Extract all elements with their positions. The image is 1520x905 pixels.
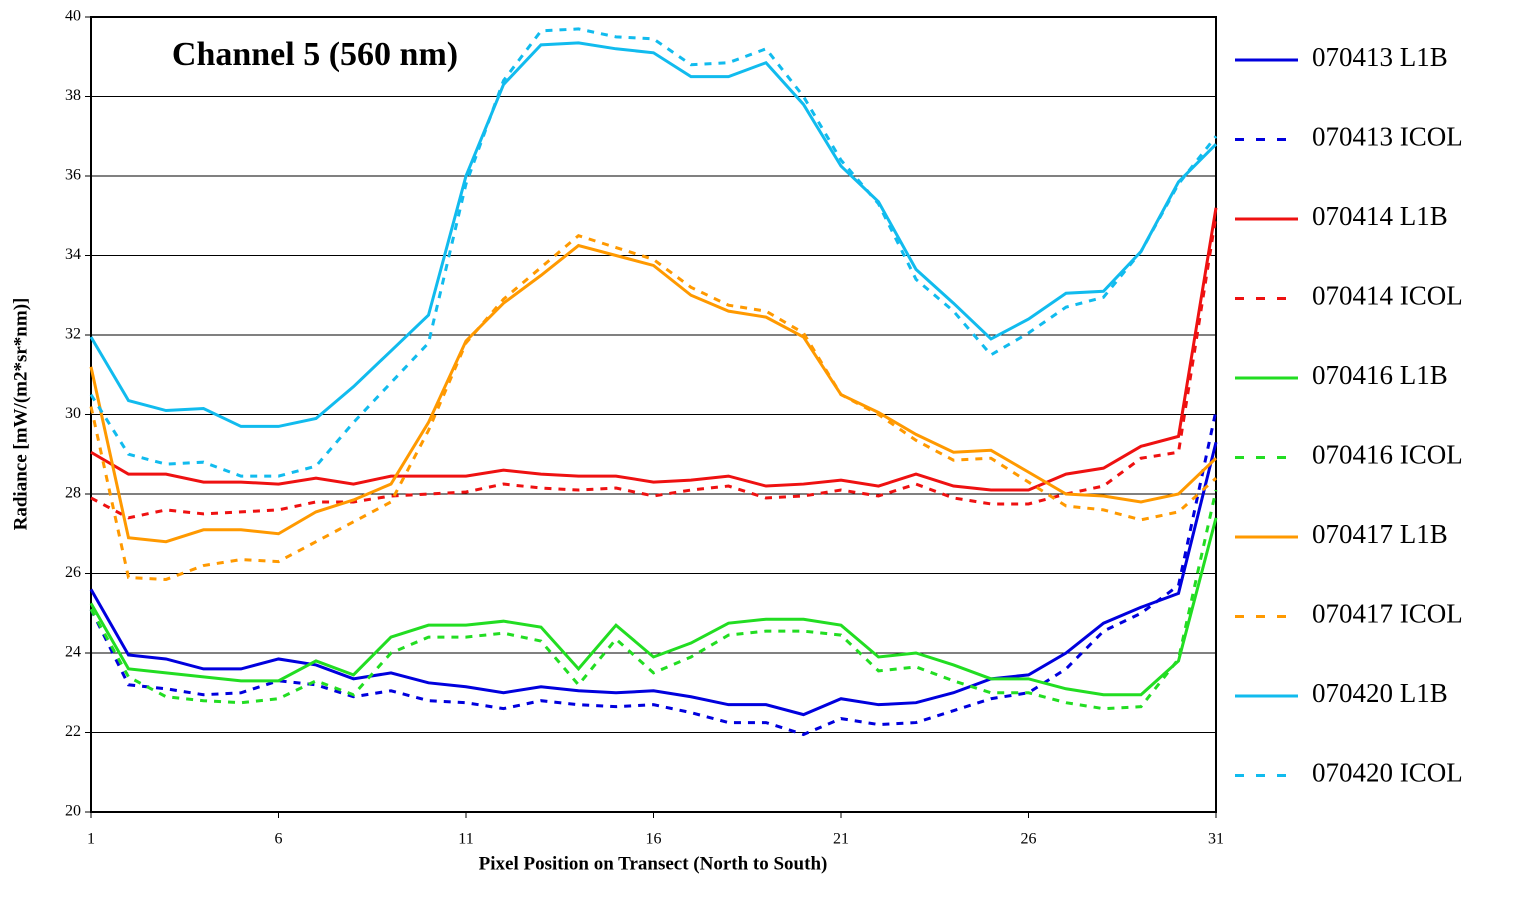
- series-line: [90, 215, 1218, 520]
- x-tick-label: 11: [458, 831, 473, 848]
- y-tick-label: 32: [65, 326, 81, 343]
- legend-label: 070420 ICOL: [1312, 758, 1463, 788]
- chart-title: Channel 5 (560 nm): [172, 36, 458, 73]
- legend-label: 070416 ICOL: [1312, 440, 1463, 470]
- x-tick-label: 26: [1021, 831, 1037, 848]
- y-tick-label: 26: [65, 564, 81, 581]
- y-tick-label: 40: [65, 8, 81, 25]
- x-tick-label: 31: [1208, 831, 1224, 848]
- series-line: [89, 441, 1218, 717]
- y-tick-label: 30: [65, 405, 81, 422]
- series-line: [89, 489, 1218, 711]
- series-line: [89, 233, 1218, 581]
- series-line: [89, 243, 1218, 544]
- legend-label: 070417 L1B: [1312, 519, 1448, 549]
- legend-label: 070413 ICOL: [1312, 122, 1463, 152]
- x-tick-label: 6: [275, 831, 283, 848]
- series-line: [89, 410, 1218, 737]
- x-tick-label: 16: [646, 831, 662, 848]
- series-line: [89, 517, 1218, 697]
- x-tick-label: 21: [833, 831, 849, 848]
- y-tick-label: 24: [65, 644, 81, 661]
- y-axis-label: Radiance [mW/(m2*sr*nm)]: [10, 298, 31, 531]
- legend-label: 070414 L1B: [1312, 201, 1448, 231]
- y-tick-label: 28: [65, 485, 81, 502]
- series-line: [90, 207, 1218, 492]
- series-line: [89, 27, 1218, 478]
- series-line: [89, 41, 1218, 428]
- y-tick-label: 22: [65, 723, 81, 740]
- x-axis-label: Pixel Position on Transect (North to Sou…: [479, 853, 828, 874]
- legend-label: 070417 ICOL: [1312, 599, 1463, 629]
- y-tick-label: 36: [65, 167, 81, 184]
- legend-label: 070414 ICOL: [1312, 281, 1463, 311]
- legend-label: 070413 L1B: [1312, 42, 1448, 72]
- x-tick-label: 1: [87, 831, 95, 848]
- y-tick-label: 34: [65, 246, 81, 263]
- y-tick-label: 38: [65, 87, 81, 104]
- legend-label: 070420 L1B: [1312, 678, 1448, 708]
- y-tick-label: 20: [65, 803, 81, 820]
- legend-label: 070416 L1B: [1312, 360, 1448, 390]
